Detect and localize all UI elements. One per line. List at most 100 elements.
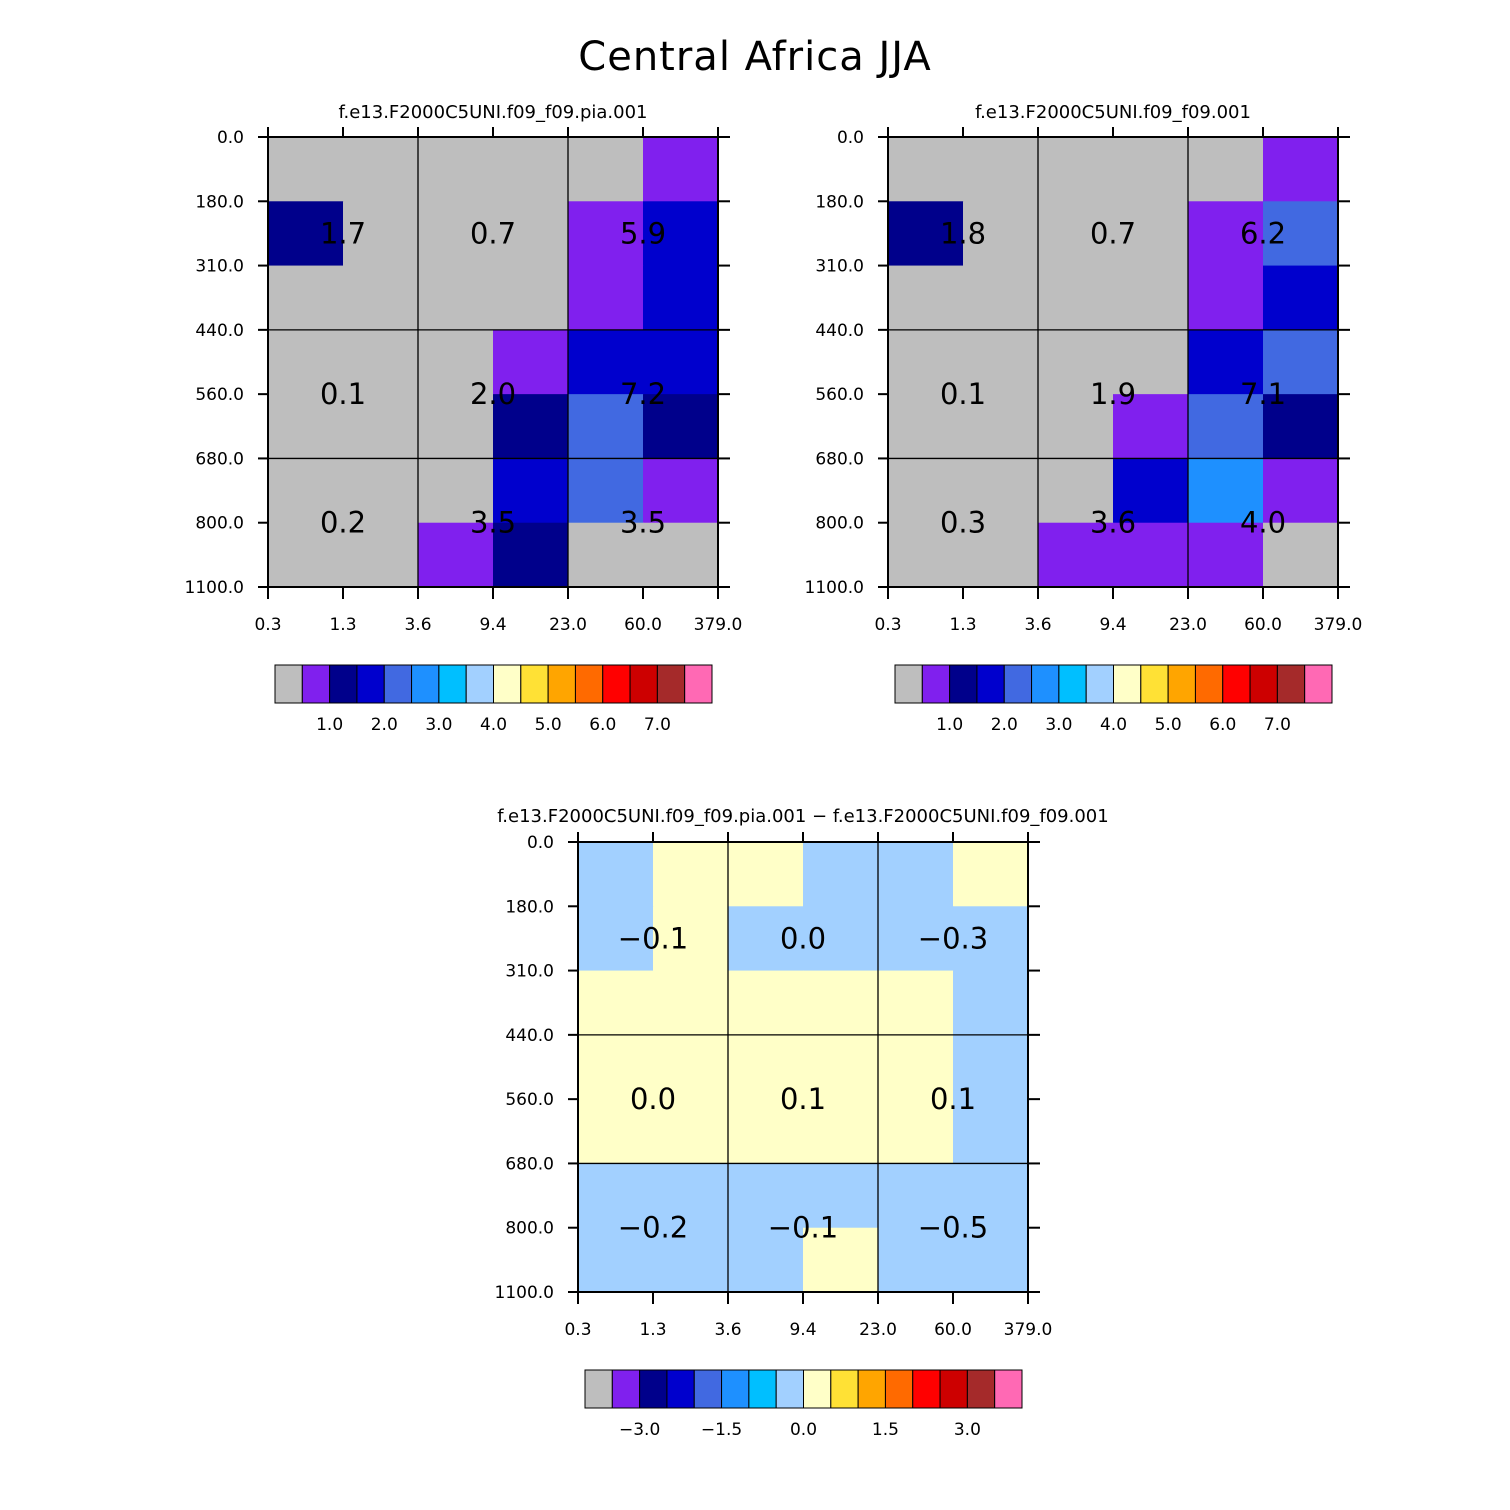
- heatmap-cell: [1263, 458, 1339, 524]
- y-tick-label: 1100.0: [495, 1283, 554, 1303]
- heatmap-cell: [1038, 201, 1114, 267]
- heatmap-cell: [1263, 394, 1339, 459]
- heatmap-cell: [963, 201, 1039, 267]
- heatmap-cell: [653, 1227, 729, 1293]
- heatmap-cell: [643, 201, 719, 267]
- heatmap-cell: [418, 329, 494, 395]
- colorbar-swatch: [1167, 664, 1196, 704]
- colorbar-label: −1.5: [701, 1420, 742, 1440]
- heatmap-cell: [268, 458, 344, 524]
- heatmap-cell: [1038, 522, 1114, 588]
- colorbar-label: 4.0: [1100, 715, 1127, 735]
- heatmap-cell: [1263, 201, 1339, 267]
- heatmap-cell: [878, 970, 954, 1036]
- heatmap-cell: [653, 906, 729, 972]
- colorbar-swatch: [465, 664, 494, 704]
- heatmap-cell: [803, 1163, 879, 1229]
- cell-value-label: 7.2: [620, 377, 666, 411]
- colorbar-swatch: [1003, 664, 1033, 704]
- y-tick-label: 180.0: [815, 192, 864, 212]
- colorbar-swatch: [939, 1369, 968, 1409]
- heatmap-cell: [268, 394, 344, 459]
- colorbar-swatch: [274, 664, 303, 704]
- colorbar-swatch: [629, 664, 658, 704]
- y-tick-label: 0.0: [837, 128, 864, 148]
- colorbar-swatch: [584, 1369, 613, 1409]
- colorbar: 1.0 2.0 3.0 4.0 5.0 6.0 7.0: [894, 664, 1333, 735]
- heatmap-cell: [343, 137, 419, 202]
- colorbar-swatch: [301, 664, 331, 704]
- heatmap-cell: [568, 265, 644, 331]
- heatmap-cell: [568, 522, 644, 588]
- x-tick-label: 1.3: [329, 615, 356, 635]
- cell-value-label: 0.1: [320, 377, 366, 411]
- x-tick-label: 23.0: [1169, 615, 1207, 635]
- colorbar-swatch: [1249, 664, 1278, 704]
- heatmap-cell: [1113, 522, 1189, 588]
- heatmap-cell: [578, 1034, 654, 1100]
- colorbar-swatch: [1140, 664, 1169, 704]
- heatmap-cell: [643, 329, 719, 395]
- colorbar-label: 7.0: [1264, 715, 1291, 735]
- x-tick-label: 379.0: [1314, 615, 1363, 635]
- y-tick-label: 310.0: [815, 257, 864, 277]
- y-tick-label: 800.0: [195, 514, 244, 534]
- heatmap-cell: [418, 522, 494, 588]
- heatmap-cell: [963, 329, 1039, 395]
- heatmap-cell: [1113, 201, 1189, 267]
- heatmap-cell: [653, 1099, 729, 1164]
- cell-value-label: −0.2: [618, 1211, 688, 1245]
- heatmap-cell: [953, 1227, 1029, 1293]
- colorbar-swatch: [976, 664, 1005, 704]
- colorbar-swatch: [602, 664, 631, 704]
- heatmap-cell: [728, 1227, 804, 1293]
- x-tick-label: 60.0: [934, 1320, 972, 1340]
- y-tick-label: 560.0: [195, 385, 244, 405]
- heatmap-cell: [493, 522, 569, 588]
- colorbar-swatch: [894, 664, 923, 704]
- cell-value-label: 0.7: [470, 216, 516, 250]
- cell-value-label: 3.5: [470, 506, 516, 540]
- cell-value-label: 7.1: [1240, 377, 1286, 411]
- colorbar-swatch: [684, 664, 713, 704]
- heatmap-cell: [803, 970, 879, 1036]
- y-tick-label: 440.0: [505, 1026, 554, 1046]
- heatmap-cell: [1038, 329, 1114, 395]
- heatmap-cell: [953, 1163, 1029, 1229]
- heatmap-cell: [643, 458, 719, 524]
- heatmap-cell: [578, 1227, 654, 1293]
- heatmap-cell: [888, 265, 964, 331]
- colorbar-swatch: [547, 664, 576, 704]
- colorbar-label: 1.0: [936, 715, 963, 735]
- cell-value-label: 2.0: [470, 377, 516, 411]
- x-tick-label: 3.6: [714, 1320, 741, 1340]
- colorbar-swatch: [1085, 664, 1114, 704]
- y-tick-label: 800.0: [505, 1219, 554, 1239]
- colorbar-swatch: [574, 664, 604, 704]
- heatmap-cell: [1113, 458, 1189, 524]
- heatmap-cell: [888, 137, 964, 202]
- cell-value-label: −0.1: [618, 921, 688, 955]
- heatmap-cell: [1113, 394, 1189, 459]
- heatmap-panel-1: f.e13.F2000C5UNI.f09_f09.pia.001 1.7 0.7 5.…: [185, 102, 743, 735]
- heatmap-cell: [578, 1099, 654, 1164]
- colorbar-label: 2.0: [371, 715, 398, 735]
- heatmap-cell: [953, 842, 1029, 907]
- heatmap-cell: [578, 906, 654, 972]
- colorbar-swatch: [748, 1369, 777, 1409]
- heatmap-cell: [1188, 522, 1264, 588]
- heatmap-cell: [888, 329, 964, 395]
- heatmap-cell: [1113, 137, 1189, 202]
- heatmap-cell: [418, 394, 494, 459]
- heatmap-cell: [578, 970, 654, 1036]
- colorbar-swatch: [1276, 664, 1306, 704]
- heatmap-cell: [643, 522, 719, 588]
- colorbar-swatch: [1304, 664, 1333, 704]
- heatmap-cell: [803, 906, 879, 972]
- colorbar-swatch: [656, 664, 686, 704]
- heatmap-cell: [1038, 394, 1114, 459]
- x-tick-label: 9.4: [789, 1320, 816, 1340]
- colorbar-label: 1.5: [872, 1420, 899, 1440]
- x-tick-label: 0.3: [254, 615, 281, 635]
- colorbar-swatch: [666, 1369, 695, 1409]
